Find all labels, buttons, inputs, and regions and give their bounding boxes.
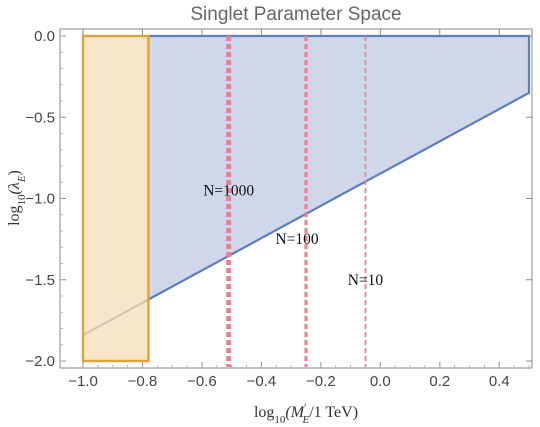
y-tick-label: −0.5 [25, 109, 55, 126]
y-tick-label: −1.5 [25, 272, 55, 289]
annotation-label-2: N=10 [348, 272, 384, 289]
region-polygon-0 [83, 36, 529, 335]
x-tick-label: −0.6 [187, 373, 217, 390]
y-axis-label: log10(λE) [6, 170, 28, 226]
x-tick-label: −0.4 [247, 373, 277, 390]
x-axis-label: log10(M′ E/1 TeV) [254, 402, 358, 426]
x-tick-label: 0.4 [489, 373, 510, 390]
x-tick-label: −0.2 [306, 373, 336, 390]
y-tick-label: 0.0 [34, 28, 55, 45]
x-tick-label: 0.2 [429, 373, 450, 390]
annotation-label-0: N=1000 [203, 182, 254, 199]
annotation-label-1: N=100 [275, 231, 318, 248]
y-tick-label: −2.0 [25, 353, 55, 370]
chart-title: Singlet Parameter Space [190, 4, 401, 25]
plot-regions [81, 34, 531, 363]
y-tick-label: −1.0 [25, 191, 55, 208]
x-axis-ticks: −1.0 −0.8 −0.6 −0.4 −0.2 0.0 0.2 0.4 [68, 29, 530, 390]
x-tick-label: −1.0 [68, 373, 98, 390]
annotations: N=1000 N=100 N=10 [203, 182, 383, 288]
x-tick-label: 0.0 [370, 373, 391, 390]
x-tick-label: −0.8 [128, 373, 158, 390]
threshold-lines [226, 36, 367, 367]
region-rect-1 [81, 34, 150, 363]
y-axis-ticks: 0.0 −0.5 −1.0 −1.5 −2.0 [25, 28, 532, 370]
